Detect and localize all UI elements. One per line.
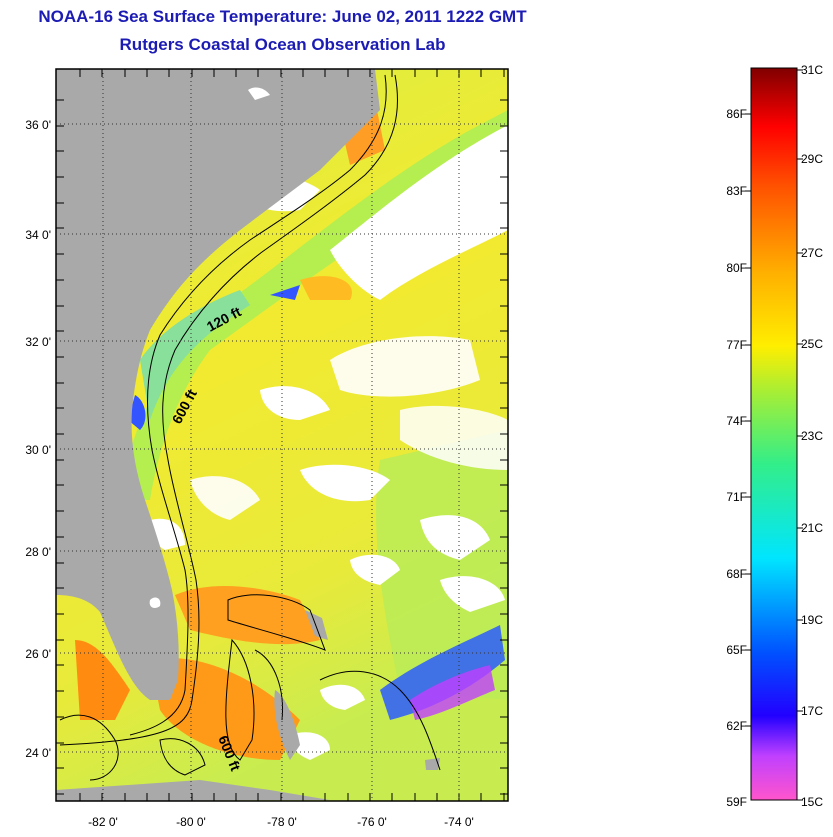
lon-label: -78 0': [267, 815, 297, 829]
depth-contours: [59, 74, 441, 781]
lat-label: 32 0': [25, 335, 51, 349]
colorbar-fahrenheit-label: 86F: [726, 107, 747, 121]
colorbar-celsius-label: 29C: [801, 152, 823, 166]
colorbar-fahrenheit-label: 83F: [726, 184, 747, 198]
lat-label: 34 0': [25, 228, 51, 242]
colorbar-celsius-label: 31C: [801, 63, 823, 77]
land-andros: [274, 690, 300, 760]
lon-label: -76 0': [357, 815, 387, 829]
colorbar-celsius-label: 17C: [801, 704, 823, 718]
lon-label: -74 0': [444, 815, 474, 829]
colorbar-celsius-label: 23C: [801, 429, 823, 443]
colorbar-fahrenheit-label: 68F: [726, 567, 747, 581]
map-subtitle: Rutgers Coastal Ocean Observation Lab: [119, 35, 446, 54]
colorbar-fahrenheit-label: 59F: [726, 795, 747, 809]
colorbar-celsius-label: 19C: [801, 613, 823, 627]
lat-label: 36 0': [25, 118, 51, 132]
colorbar-celsius-label: 27C: [801, 246, 823, 260]
colorbar-fahrenheit-label: 71F: [726, 490, 747, 504]
lat-label: 30 0': [25, 443, 51, 457]
colorbar-celsius-label: 21C: [801, 521, 823, 535]
colorbar-celsius-label: 25C: [801, 337, 823, 351]
colorbar-fahrenheit-label: 77F: [726, 338, 747, 352]
colorbar-fahrenheit-label: 62F: [726, 719, 747, 733]
colorbar-celsius-label: 15C: [801, 795, 823, 809]
lon-label: -80 0': [176, 815, 206, 829]
lon-label: -82 0': [88, 815, 118, 829]
colorbar-fahrenheit-label: 80F: [726, 261, 747, 275]
lat-label: 26 0': [25, 647, 51, 661]
lat-label: 28 0': [25, 545, 51, 559]
colorbar-fahrenheit-label: 65F: [726, 643, 747, 657]
lat-label: 24 0': [25, 746, 51, 760]
colorbar: [750, 67, 798, 801]
map-area: [56, 69, 508, 801]
land-abaco: [305, 610, 328, 640]
colorbar-fahrenheit-label: 74F: [726, 414, 747, 428]
map-title: NOAA-16 Sea Surface Temperature: June 02…: [38, 7, 527, 26]
land-north-america: [56, 69, 380, 700]
